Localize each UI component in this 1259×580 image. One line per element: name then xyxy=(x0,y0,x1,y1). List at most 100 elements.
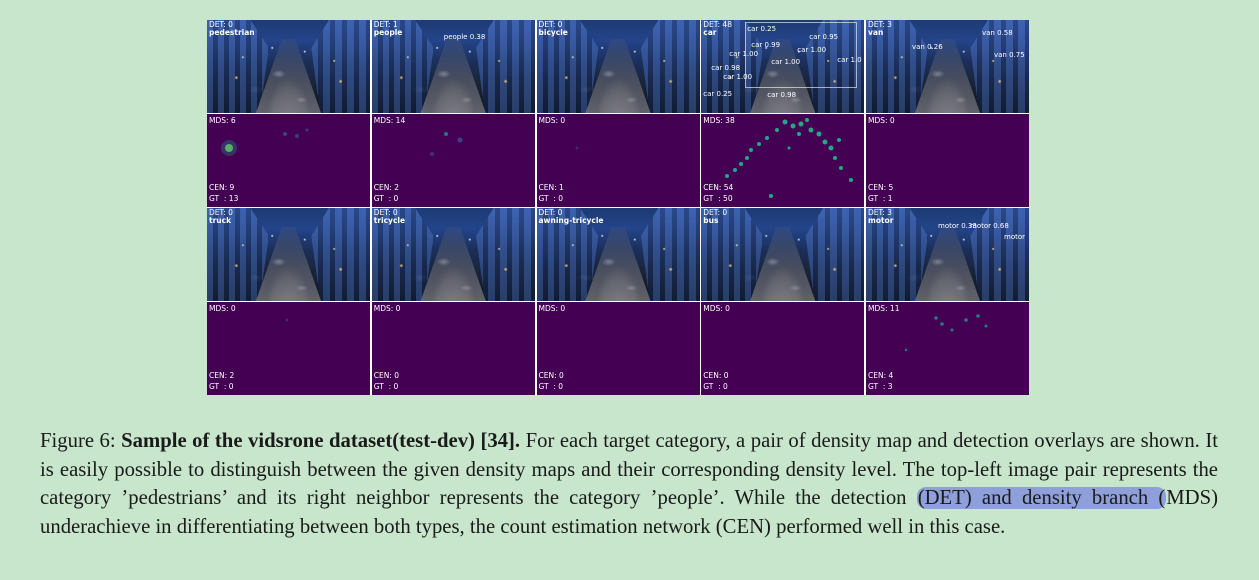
cen-count: CEN: 0 xyxy=(703,371,729,380)
density-heatmap xyxy=(221,128,309,156)
mds-count: MDS: 0 xyxy=(868,116,895,125)
det-image-van: DET: 3 van van 0.58 van 0.26 van 0.75 xyxy=(866,20,1029,113)
det-count: DET: 0 xyxy=(538,208,563,217)
detection-label: car 0.95 xyxy=(809,33,839,41)
det-count: DET: 3 xyxy=(868,20,892,29)
density-heatmap xyxy=(429,132,463,156)
detection-label: motor 0.68 xyxy=(970,222,1009,230)
category-name: motor xyxy=(868,216,894,225)
detection-label: car 0.99 xyxy=(751,41,781,49)
cen-count: CEN: 5 xyxy=(868,183,894,192)
mds-count: MDS: 11 xyxy=(868,304,900,313)
category-name: tricycle xyxy=(373,216,406,225)
caption-text: For each target category, a pair of dens… xyxy=(40,430,1218,509)
det-count: DET: 3 xyxy=(868,208,892,217)
gt-count: GT : 50 xyxy=(703,194,733,203)
det-image-bicycle: DET: 0 bicycle xyxy=(536,20,700,113)
det-count: DET: 0 xyxy=(538,20,563,29)
gt-count: GT : 3 xyxy=(868,382,893,391)
det-count: DET: 0 xyxy=(209,20,233,29)
density-map-car: MDS: 38 CEN: 54 GT : 50 xyxy=(701,114,865,207)
cen-count: CEN: 0 xyxy=(538,371,564,380)
density-map-awning-tricycle: MDS: 0 CEN: 0 GT : 0 xyxy=(536,302,700,395)
detection-label: car 1.00 xyxy=(723,73,753,81)
detection-label: van 0.26 xyxy=(912,43,943,51)
density-map-bicycle: MDS: 0 CEN: 1 GT : 0 xyxy=(536,114,700,207)
density-map-motor: MDS: 11 CEN: 4 GT : 3 xyxy=(866,302,1029,395)
det-count: DET: 48 xyxy=(703,20,732,29)
figure-caption: Figure 6: Sample of the vidsrone dataset… xyxy=(40,427,1218,541)
cen-count: CEN: 54 xyxy=(703,183,734,192)
density-heatmap xyxy=(285,318,289,322)
category-name: bus xyxy=(703,216,719,225)
detection-label: motor 0.33 xyxy=(938,222,977,230)
caption-label: Figure 6: xyxy=(40,430,116,452)
density-map-van: MDS: 0 CEN: 5 GT : 1 xyxy=(866,114,1029,207)
detection-label: car 1.00 xyxy=(771,58,801,66)
gt-count: GT : 0 xyxy=(703,382,728,391)
gt-count: GT : 0 xyxy=(373,382,399,391)
gt-count: GT : 0 xyxy=(538,382,564,391)
detection-label: van 0.75 xyxy=(994,51,1025,59)
cen-count: CEN: 9 xyxy=(209,183,235,192)
det-count: DET: 0 xyxy=(703,208,728,217)
detection-label: car 1.0 xyxy=(837,56,862,64)
category-name: car xyxy=(703,28,717,37)
density-heatmap xyxy=(904,314,988,352)
density-map-pedestrian: MDS: 6 CEN: 9 GT : 13 xyxy=(207,114,370,207)
det-count: DET: 0 xyxy=(373,208,398,217)
density-map-bus: MDS: 0 CEN: 0 GT : 0 xyxy=(701,302,865,395)
gt-count: GT : 13 xyxy=(209,194,239,203)
cen-count: CEN: 0 xyxy=(373,371,400,380)
cen-count: CEN: 2 xyxy=(373,183,400,192)
category-name: awning-tricycle xyxy=(538,216,604,225)
caption-title: Sample of the vidsrone dataset(test-dev)… xyxy=(121,430,521,452)
category-name: people xyxy=(373,28,403,37)
mds-count: MDS: 0 xyxy=(703,304,730,313)
gt-count: GT : 0 xyxy=(538,194,564,203)
mds-count: MDS: 6 xyxy=(209,116,236,125)
mds-count: MDS: 0 xyxy=(538,304,566,313)
cen-count: CEN: 1 xyxy=(538,183,564,192)
cen-count: CEN: 2 xyxy=(209,371,235,380)
cen-count: CEN: 4 xyxy=(868,371,894,380)
det-count: DET: 0 xyxy=(209,208,233,217)
category-name: pedestrian xyxy=(209,28,255,37)
detection-label: car 0.98 xyxy=(767,91,797,99)
detection-label: motor xyxy=(1004,233,1026,241)
gt-count: GT : 1 xyxy=(868,194,893,203)
figure-grid: DET: 0 pedestrian DET: 1 people people 0… xyxy=(207,20,1029,395)
category-name: truck xyxy=(209,216,232,225)
mds-count: MDS: 0 xyxy=(538,116,566,125)
density-heatmap xyxy=(575,146,578,150)
mds-count: MDS: 38 xyxy=(703,116,735,125)
detection-label: car 0.25 xyxy=(703,90,733,98)
category-name: bicycle xyxy=(538,28,568,37)
gt-count: GT : 0 xyxy=(373,194,399,203)
density-heatmap xyxy=(725,118,854,198)
mds-count: MDS: 14 xyxy=(373,116,406,125)
mds-count: MDS: 0 xyxy=(209,304,236,313)
highlighted-text: (DET) and density branch ( xyxy=(916,487,1167,509)
det-image-pedestrian: DET: 0 pedestrian xyxy=(207,20,370,113)
detection-label: car 0.98 xyxy=(711,64,741,72)
detection-label: people 0.38 xyxy=(443,33,486,41)
det-image-truck: DET: 0 truck xyxy=(207,208,370,301)
detection-label: car 0.25 xyxy=(747,25,777,33)
detection-label: car 1.00 xyxy=(729,50,759,58)
mds-count: MDS: 0 xyxy=(373,304,401,313)
detection-label: car 1.00 xyxy=(797,46,827,54)
det-image-people: DET: 1 people people 0.38 xyxy=(371,20,535,113)
gt-count: GT : 0 xyxy=(209,382,234,391)
det-image-awning-tricycle: DET: 0 awning-tricycle xyxy=(536,208,700,301)
category-name: van xyxy=(868,28,884,37)
density-map-truck: MDS: 0 CEN: 2 GT : 0 xyxy=(207,302,370,395)
det-count: DET: 1 xyxy=(373,20,398,29)
det-image-tricycle: DET: 0 tricycle xyxy=(371,208,535,301)
density-map-people: MDS: 14 CEN: 2 GT : 0 xyxy=(371,114,535,207)
detection-label: van 0.58 xyxy=(982,29,1013,37)
det-image-car: DET: 48 car car 0.25 car 0.25 car 1.00 c… xyxy=(701,20,865,113)
det-image-bus: DET: 0 bus xyxy=(701,208,865,301)
caption-text-continued: MDS) underachieve in differentiating bet… xyxy=(40,487,1219,538)
density-map-tricycle: MDS: 0 CEN: 0 GT : 0 xyxy=(371,302,535,395)
